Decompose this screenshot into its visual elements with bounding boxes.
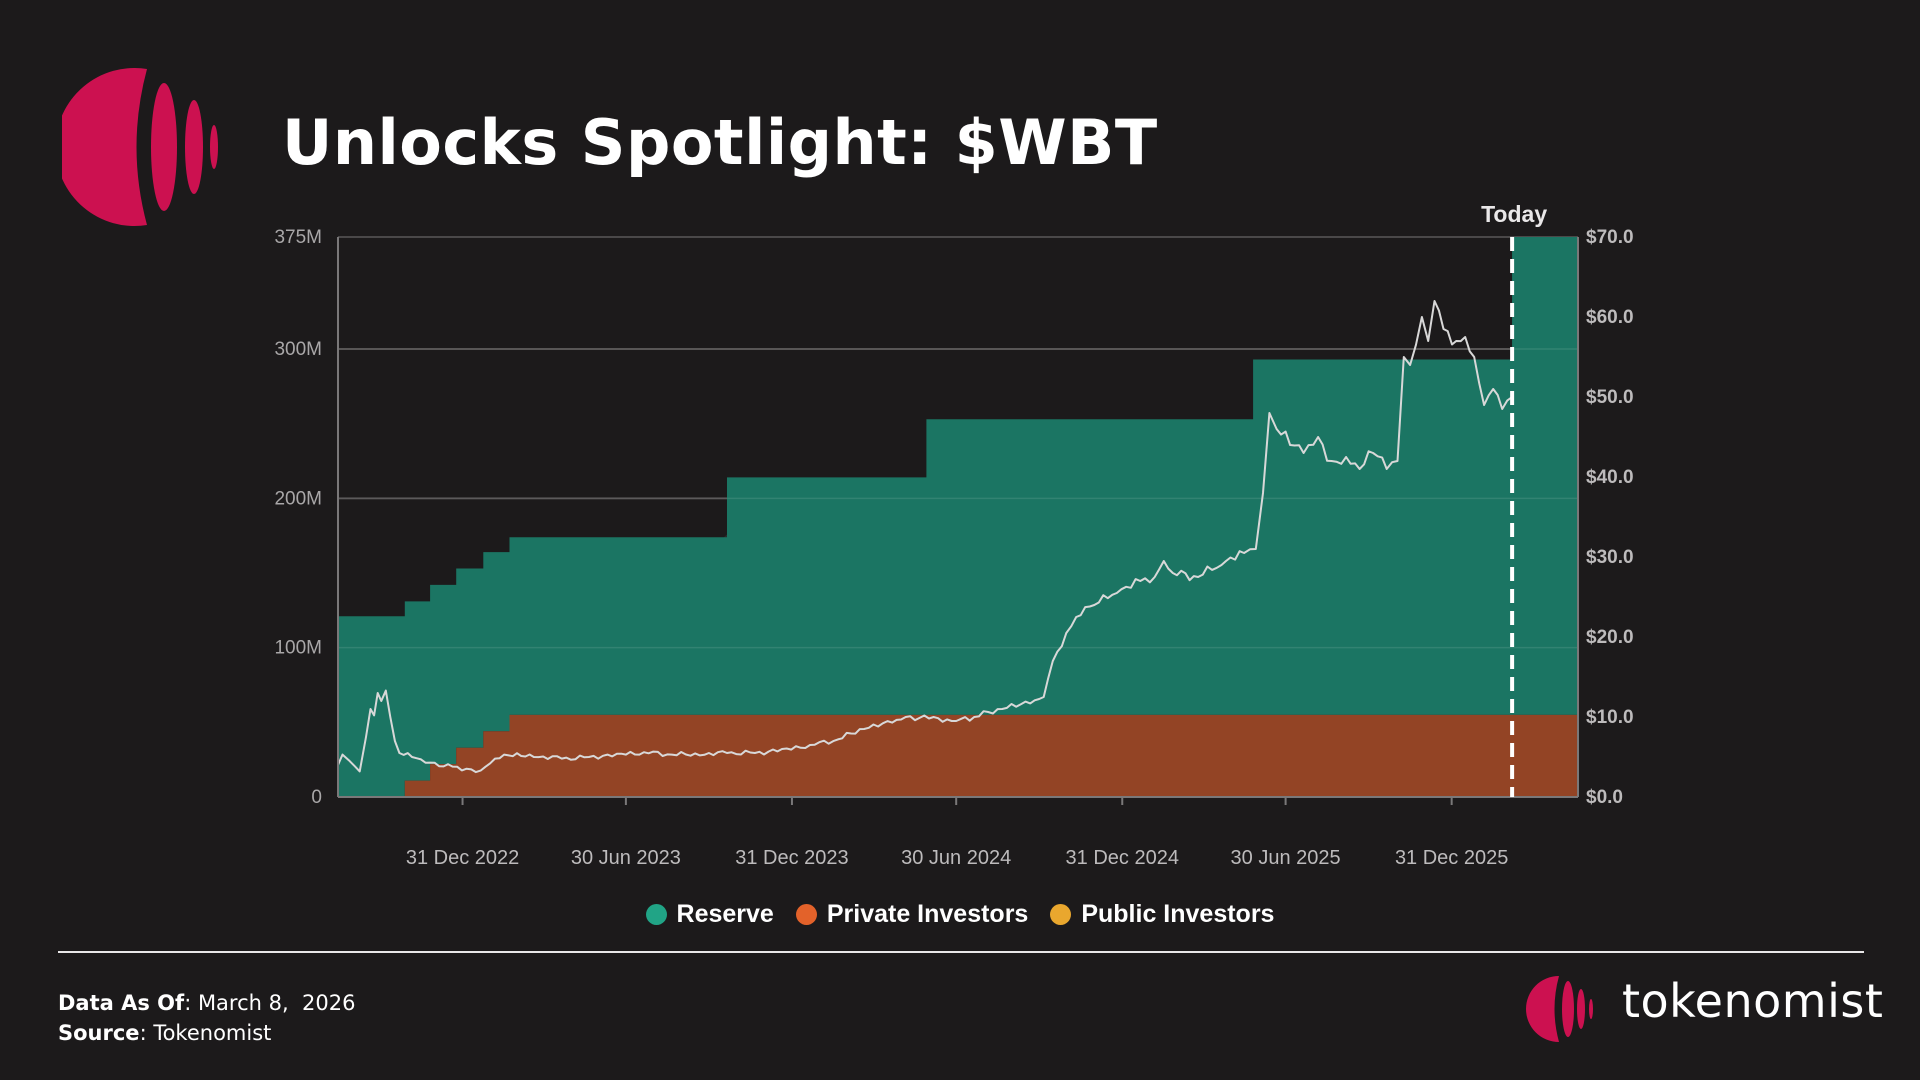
y-left-tick-label: 375M xyxy=(274,227,322,248)
x-tick-label: 30 Jun 2025 xyxy=(1231,847,1341,869)
x-tick-label: 30 Jun 2024 xyxy=(901,847,1011,869)
page-title: Unlocks Spotlight: $WBT xyxy=(282,106,1158,179)
x-tick-label: 31 Dec 2024 xyxy=(1066,847,1179,869)
y-right-tick-label: $10.0 xyxy=(1586,707,1634,728)
y-left-tick-label: 200M xyxy=(274,488,322,509)
y-left-tick-label: 300M xyxy=(274,339,322,360)
x-tick-label: 30 Jun 2023 xyxy=(571,847,681,869)
footer-info: Data As Of: March 8, 2026 Source: Tokeno… xyxy=(58,988,355,1048)
legend-item-private-investors[interactable]: Private Investors xyxy=(795,900,1029,929)
legend-item-public-investors[interactable]: Public Investors xyxy=(1050,900,1274,929)
y-right-tick-label: $50.0 xyxy=(1586,387,1634,408)
y-right-tick-label: $30.0 xyxy=(1586,547,1634,568)
legend-label-reserve: Reserve xyxy=(676,900,774,928)
brand-name: tokenomist xyxy=(1622,974,1884,1028)
price-line xyxy=(337,300,1513,774)
legend-swatch-reserve xyxy=(645,904,667,925)
y-right-tick-label: $40.0 xyxy=(1586,467,1634,488)
x-tick-label: 31 Dec 2022 xyxy=(406,847,519,869)
y-right-tick-label: $20.0 xyxy=(1586,627,1634,648)
y-left-tick-label: 100M xyxy=(274,638,322,659)
legend-swatch-private-investors xyxy=(795,904,817,925)
source: Source: Tokenomist xyxy=(58,1018,355,1048)
area-private-investors xyxy=(338,714,1578,797)
x-tick-label: 31 Dec 2025 xyxy=(1395,847,1508,869)
tokenomist-logo-icon xyxy=(1526,976,1593,1042)
area-reserve xyxy=(338,237,1578,797)
source-label: Source xyxy=(58,1021,140,1045)
x-tick-label: 31 Dec 2023 xyxy=(735,847,848,869)
legend-label-private-investors: Private Investors xyxy=(826,900,1029,928)
tokenomist-logo-icon xyxy=(62,68,218,226)
chart-legend: Reserve Private Investors Public Investo… xyxy=(0,900,1920,929)
legend-item-reserve[interactable]: Reserve xyxy=(645,900,774,929)
legend-swatch-public-investors xyxy=(1050,904,1072,925)
today-label: Today xyxy=(1481,201,1547,227)
brand-logo: tokenomist xyxy=(1524,972,1883,1044)
y-right-tick-label: $70.0 xyxy=(1586,227,1634,248)
y-right-tick-label: $0.0 xyxy=(1586,787,1623,808)
legend-label-public-investors: Public Investors xyxy=(1081,900,1275,928)
data-as-of: Data As Of: March 8, 2026 xyxy=(58,988,355,1018)
y-left-tick-label: 0 xyxy=(311,787,322,808)
footer-divider xyxy=(58,951,1864,953)
source-value: : Tokenomist xyxy=(139,1021,272,1045)
y-right-tick-label: $60.0 xyxy=(1586,307,1634,328)
data-as-of-value: : March 8, 2026 xyxy=(184,991,356,1015)
data-as-of-label: Data As Of xyxy=(58,991,185,1015)
